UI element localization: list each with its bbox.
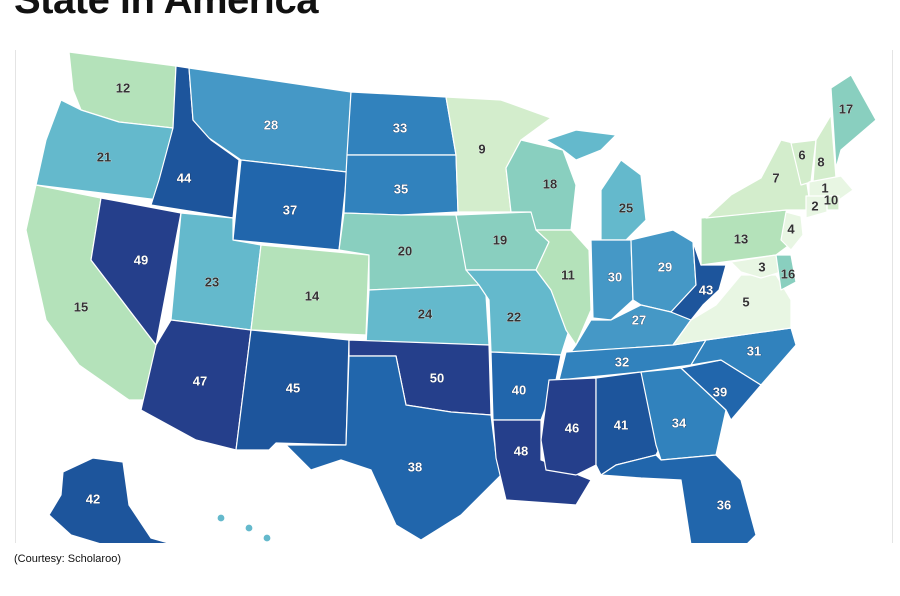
hawaii-island-1 xyxy=(216,513,226,523)
rank-label-id: 44 xyxy=(177,170,192,185)
state-hi[interactable] xyxy=(216,513,272,543)
state-mi[interactable] xyxy=(545,129,617,161)
rank-label-ak: 42 xyxy=(86,491,100,506)
rank-label-me: 17 xyxy=(839,101,853,116)
state-ma[interactable] xyxy=(808,175,854,201)
rank-label-ca: 15 xyxy=(74,299,88,314)
rank-label-pa: 13 xyxy=(734,231,748,246)
rank-label-ks: 24 xyxy=(418,306,433,321)
state-me[interactable] xyxy=(830,74,877,169)
state-fl[interactable] xyxy=(600,454,757,543)
state-la[interactable] xyxy=(492,419,592,506)
rank-label-in: 30 xyxy=(608,269,622,284)
rank-label-ok: 50 xyxy=(430,370,444,385)
rank-label-wa: 12 xyxy=(116,80,130,95)
rank-label-de: 16 xyxy=(781,266,795,281)
hawaii-island-3 xyxy=(262,533,272,543)
state-ak[interactable] xyxy=(48,457,179,543)
rank-label-ar: 40 xyxy=(512,382,526,397)
state-de[interactable] xyxy=(775,254,797,291)
rank-label-oh: 29 xyxy=(658,259,672,274)
rank-label-il: 11 xyxy=(561,267,575,282)
state-il[interactable] xyxy=(535,229,592,346)
rank-label-ga: 34 xyxy=(672,415,687,430)
rank-label-mn: 9 xyxy=(478,141,485,156)
rank-label-ne: 20 xyxy=(398,243,412,258)
state-sd[interactable] xyxy=(343,154,459,216)
rank-label-nv: 49 xyxy=(134,252,148,267)
rank-label-mo: 22 xyxy=(507,309,521,324)
rank-label-la: 48 xyxy=(514,443,528,458)
rank-label-az: 47 xyxy=(193,373,207,388)
rank-label-ri: 10 xyxy=(824,192,838,207)
rank-label-md: 3 xyxy=(758,259,765,274)
rank-label-tx: 38 xyxy=(408,459,422,474)
state-nj[interactable] xyxy=(780,211,804,251)
rank-label-ms: 46 xyxy=(565,420,579,435)
rank-label-fl: 36 xyxy=(717,497,731,512)
rank-label-nc: 31 xyxy=(747,343,761,358)
rank-label-ct: 2 xyxy=(811,198,818,213)
state-nh[interactable] xyxy=(812,114,837,183)
rank-label-mi: 25 xyxy=(619,200,633,215)
rank-label-nd: 33 xyxy=(393,120,407,135)
rank-label-vt: 6 xyxy=(798,147,805,162)
rank-label-nm: 45 xyxy=(286,380,300,395)
rank-label-sd: 35 xyxy=(394,181,408,196)
rank-label-mt: 28 xyxy=(264,117,278,132)
rank-label-nh: 8 xyxy=(817,154,824,169)
rank-label-nj: 4 xyxy=(787,221,795,236)
rank-label-co: 14 xyxy=(305,288,320,303)
map-svg: 12 21 15 44 49 28 37 23 47 14 45 33 35 2… xyxy=(25,51,877,543)
rank-label-wi: 18 xyxy=(543,176,557,191)
rank-label-ma: 1 xyxy=(821,180,828,195)
rank-labels: 12 21 15 44 49 28 37 23 47 14 45 33 35 2… xyxy=(74,80,854,513)
rank-label-ky: 27 xyxy=(632,312,646,327)
us-choropleth-map: 12 21 15 44 49 28 37 23 47 14 45 33 35 2… xyxy=(15,50,893,543)
state-va[interactable] xyxy=(672,274,792,346)
rank-label-ut: 23 xyxy=(205,274,219,289)
rank-label-al: 41 xyxy=(614,417,628,432)
rank-label-ia: 19 xyxy=(493,232,507,247)
rank-label-tn: 32 xyxy=(615,354,629,369)
rank-label-or: 21 xyxy=(97,149,111,164)
state-tx[interactable] xyxy=(285,355,502,541)
page-title: State in America xyxy=(14,0,318,22)
rank-label-wv: 43 xyxy=(699,282,713,297)
state-in[interactable] xyxy=(590,239,634,321)
hawaii-island-2 xyxy=(244,523,254,533)
state-wv[interactable] xyxy=(670,241,727,321)
source-caption: (Courtesy: Scholaroo) xyxy=(14,553,121,565)
rank-label-sc: 39 xyxy=(713,384,727,399)
rank-label-wy: 37 xyxy=(283,202,297,217)
state-md[interactable] xyxy=(730,254,782,279)
rank-label-va: 5 xyxy=(742,294,749,309)
state-ct[interactable] xyxy=(805,195,828,219)
state-ks[interactable] xyxy=(365,284,490,346)
rank-label-ny: 7 xyxy=(772,170,779,185)
